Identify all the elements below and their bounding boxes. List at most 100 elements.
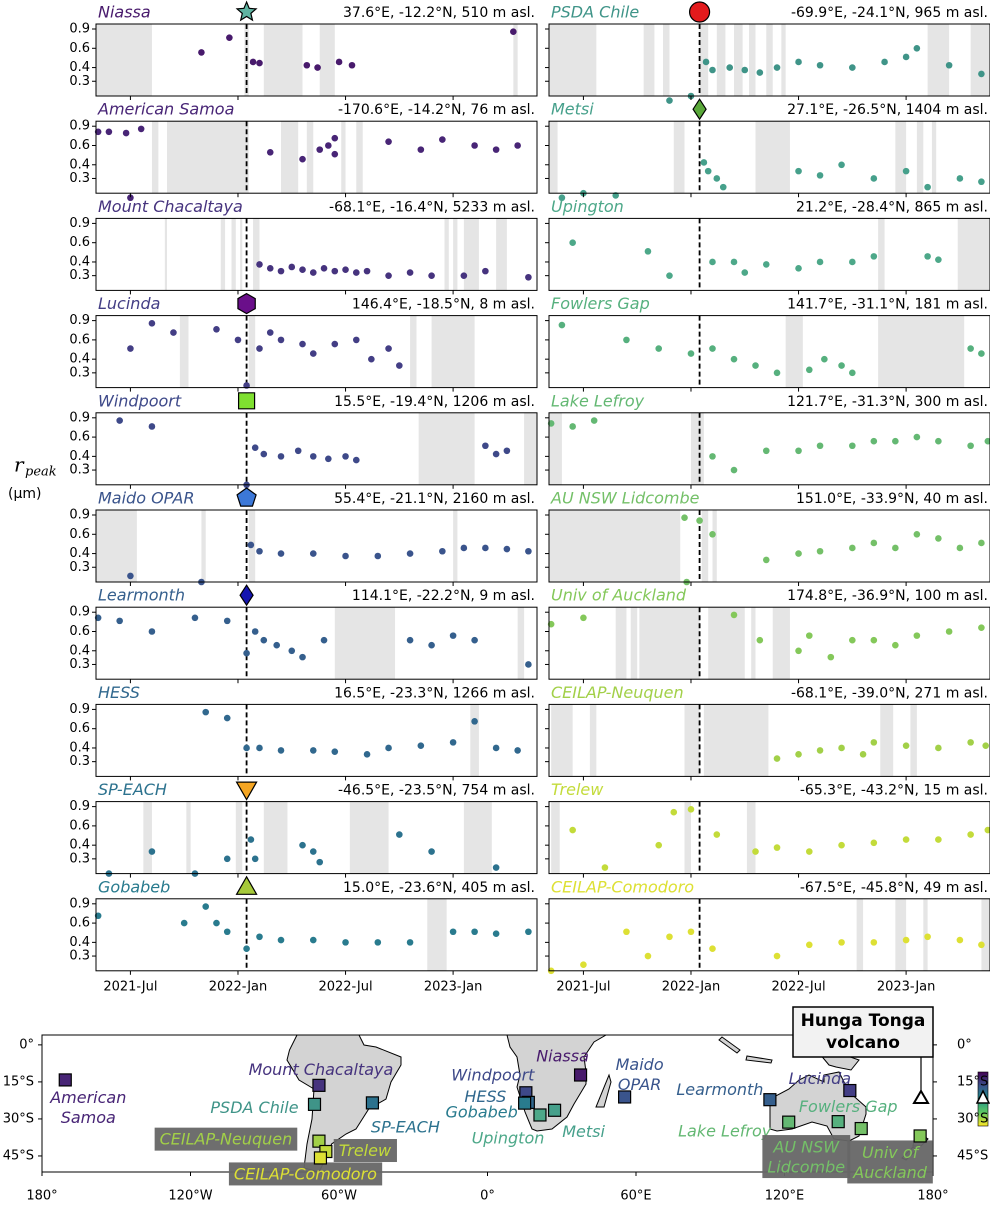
data-point <box>913 433 921 441</box>
y-tick-label: 0.3 <box>69 268 90 283</box>
data-point <box>256 933 263 941</box>
data-gap <box>444 218 449 291</box>
colorbar-volcano-marker <box>975 1089 990 1104</box>
y-tick-label: 0.3 <box>69 171 90 186</box>
panel-title: Trelew <box>551 780 604 799</box>
panel-title: AU NSW Lidcombe <box>550 489 700 508</box>
data-point <box>547 420 555 427</box>
y-tick-label: 45°S <box>957 1148 988 1163</box>
data-point <box>795 751 802 758</box>
y-tick-label: 0.6 <box>69 624 90 639</box>
data-point <box>967 345 974 352</box>
data-gap <box>615 607 627 680</box>
panel-frame <box>95 801 538 875</box>
data-point <box>202 708 210 716</box>
data-point <box>325 142 332 149</box>
data-point <box>935 744 942 752</box>
y-tick-label: 30°S <box>3 1111 34 1126</box>
data-point <box>924 933 931 941</box>
data-point <box>702 58 710 66</box>
data-point <box>849 64 856 71</box>
data-point <box>762 261 770 268</box>
data-point <box>277 747 285 754</box>
panel-info: -68.1°E, -39.0°N, 271 m asl. <box>791 685 988 701</box>
data-point <box>762 556 770 564</box>
data-point <box>234 336 242 344</box>
y-tick-label: 0.4 <box>69 60 90 75</box>
data-point <box>428 272 435 279</box>
data-point <box>331 267 339 275</box>
data-point <box>805 632 813 639</box>
station-label: Mount Chacaltaya <box>249 1060 394 1079</box>
data-point <box>309 550 317 557</box>
y-tick-label: 45°S <box>3 1148 34 1163</box>
data-point <box>816 258 824 266</box>
y-tick-label: 0.4 <box>69 740 90 755</box>
y-tick-label: 0.9 <box>69 119 90 134</box>
data-point <box>795 447 802 455</box>
data-point <box>277 267 285 275</box>
data-point <box>827 653 835 661</box>
data-point <box>368 355 375 363</box>
data-point <box>730 466 738 474</box>
data-point <box>741 269 749 276</box>
x-tick-label: 120°W <box>168 1189 212 1204</box>
data-point <box>805 848 813 855</box>
data-gap <box>878 218 885 291</box>
panel-title: Fowlers Gap <box>551 294 650 313</box>
data-gap <box>463 218 479 291</box>
data-point <box>191 614 199 622</box>
panel: AU NSW Lidcombe 151.0°E, -33.9°N, 40 m as… <box>545 489 990 586</box>
data-gap <box>734 24 743 96</box>
station-marker <box>692 98 707 121</box>
panel-frame <box>95 217 538 291</box>
data-point <box>299 653 306 661</box>
panel-title: Maido OPAR <box>98 489 195 508</box>
x-tick-label: 2022-Jul <box>318 979 372 994</box>
panel-frame <box>548 120 990 194</box>
data-gap <box>551 704 573 777</box>
data-point <box>816 172 824 179</box>
data-point <box>320 636 328 644</box>
data-gap <box>253 218 260 291</box>
station-label: Learmonth <box>676 1080 763 1099</box>
panel-frame <box>95 606 538 680</box>
panel-title: American Samoa <box>97 100 234 119</box>
panel-title: CEILAP-Comodoro <box>551 877 694 896</box>
data-point <box>525 661 532 668</box>
data-gap <box>349 801 389 874</box>
data-point <box>94 128 102 136</box>
panel-title: HESS <box>98 683 140 702</box>
station-point <box>782 1115 796 1129</box>
data-point <box>449 928 457 936</box>
data-point <box>116 417 123 424</box>
panel: 0.30.4 0.6 0.9 SP-EACH -46.5°E, -23.5°N, 754… <box>69 780 538 878</box>
station-point <box>533 1108 547 1122</box>
y-tick-label: 0.9 <box>69 313 90 328</box>
data-point <box>482 442 489 450</box>
data-gap <box>431 315 475 388</box>
panel-title: Learmonth <box>98 586 185 605</box>
y-axis-label-sub: peak <box>25 465 57 480</box>
data-gap <box>766 24 773 96</box>
data-point <box>492 146 500 153</box>
panel-frame <box>95 703 538 777</box>
data-point <box>374 552 382 560</box>
station-point <box>312 1134 326 1148</box>
data-gap <box>549 412 562 485</box>
data-gap <box>186 801 191 874</box>
x-tick-label: 2023-Jan <box>424 979 483 994</box>
data-gap <box>248 315 256 388</box>
panel-info: 55.4°E, -21.1°N, 2160 m asl. <box>334 491 535 507</box>
data-point <box>148 320 156 327</box>
data-point <box>94 614 102 622</box>
data-gap <box>143 801 152 874</box>
station-label: Trelew <box>339 1141 392 1160</box>
data-point <box>396 362 403 369</box>
data-point <box>881 58 888 66</box>
data-point <box>277 936 285 944</box>
data-point <box>525 547 532 555</box>
data-point <box>406 939 414 946</box>
data-point <box>471 928 478 936</box>
